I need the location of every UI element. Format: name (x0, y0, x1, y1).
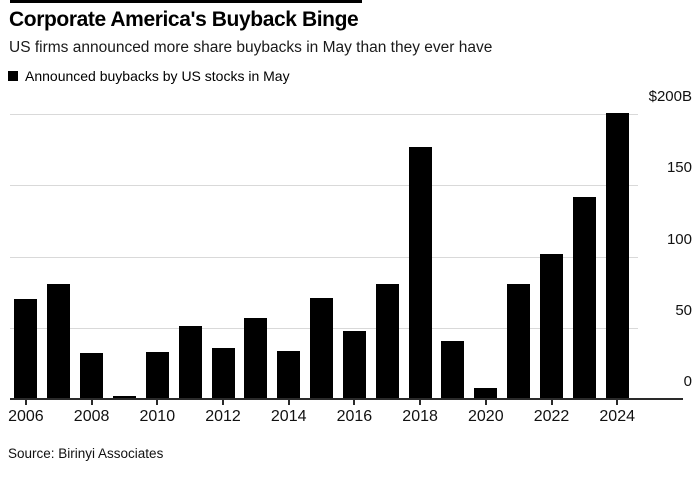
x-axis-label-2018: 2018 (402, 408, 438, 425)
y-axis-label-0: 0 (683, 373, 692, 390)
x-axis-label-2006: 2006 (8, 408, 44, 425)
bar-2015 (310, 297, 334, 399)
x-axis-label-2010: 2010 (139, 408, 176, 425)
bar-2010 (145, 352, 169, 399)
bar-2018 (408, 147, 432, 399)
chart-subtitle: US firms announced more share buybacks i… (9, 39, 493, 56)
x-tick-2020 (484, 400, 487, 405)
x-axis-label-2014: 2014 (270, 408, 307, 425)
bar-2024 (605, 112, 629, 399)
bar-2012 (211, 347, 235, 399)
legend: Announced buybacks by US stocks in May (8, 68, 290, 84)
bar-2020 (474, 387, 498, 399)
bar-2022 (540, 253, 563, 399)
bar-2006 (14, 299, 38, 399)
bar-2023 (572, 196, 596, 399)
legend-label: Announced buybacks by US stocks in May (25, 68, 290, 84)
x-tick-2022 (550, 400, 553, 405)
bar-2016 (342, 330, 366, 399)
y-axis-label-200: $200B (648, 88, 692, 106)
legend-swatch-icon (8, 71, 18, 81)
x-tick-2006 (24, 400, 27, 405)
y-axis-label-150: 150 (666, 159, 692, 177)
x-axis-label-2012: 2012 (205, 408, 241, 425)
x-axis-label-2024: 2024 (599, 408, 635, 425)
y-axis-label-50: 50 (675, 301, 692, 319)
chart-title: Corporate America's Buyback Binge (9, 8, 359, 31)
x-tick-2018 (419, 400, 422, 405)
x-axis-label-2008: 2008 (73, 408, 110, 425)
bar-2008 (80, 353, 104, 399)
top-rule (10, 0, 362, 3)
gridline-100 (10, 256, 638, 258)
source-attribution: Source: Birinyi Associates (8, 446, 164, 461)
x-axis-label-2022: 2022 (533, 408, 570, 425)
bar-2021 (507, 283, 531, 399)
x-tick-2012 (222, 400, 224, 405)
x-axis-baseline (10, 398, 683, 400)
bar-2014 (277, 350, 301, 399)
x-tick-2008 (90, 400, 93, 405)
bar-2013 (244, 317, 268, 399)
x-tick-2014 (287, 400, 290, 405)
bar-2011 (178, 326, 202, 399)
x-axis-label-2020: 2020 (468, 408, 504, 425)
gridline-150 (10, 185, 638, 187)
gridline-200 (10, 114, 638, 116)
bar-2007 (47, 283, 71, 399)
x-tick-2010 (156, 400, 159, 405)
bar-2009 (112, 396, 136, 399)
bar-2017 (375, 283, 399, 399)
x-axis-label-2016: 2016 (336, 408, 373, 425)
x-tick-2024 (616, 400, 619, 405)
y-axis-label-100: 100 (666, 230, 692, 248)
x-tick-2016 (353, 400, 356, 405)
bar-2019 (441, 340, 465, 399)
